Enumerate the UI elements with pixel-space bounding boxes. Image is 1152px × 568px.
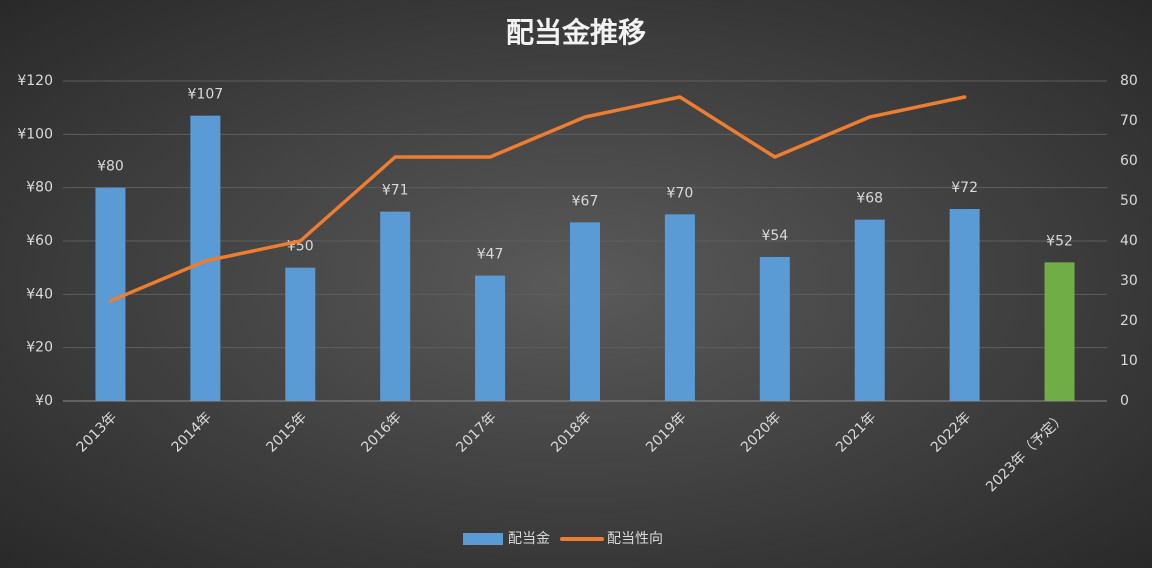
y-tick-label: ¥20 — [26, 340, 53, 356]
y2-tick-label: 0 — [1120, 393, 1129, 409]
y-tick-label: ¥80 — [26, 180, 53, 196]
bar — [380, 211, 411, 401]
bar — [759, 257, 790, 401]
data-label: ¥70 — [667, 185, 694, 201]
y2-tick-label: 50 — [1120, 193, 1138, 209]
bar — [475, 275, 506, 401]
y2-tick-label: 60 — [1120, 153, 1138, 169]
data-label: ¥107 — [188, 87, 224, 103]
bar — [664, 214, 695, 401]
y2-tick-label: 70 — [1120, 113, 1138, 129]
data-label: ¥52 — [1046, 233, 1073, 249]
y-tick-label: ¥100 — [17, 126, 53, 142]
data-label: ¥72 — [951, 180, 978, 196]
bar — [570, 222, 600, 401]
bar — [285, 267, 316, 401]
y-tick-label: ¥0 — [35, 393, 53, 409]
chart-title: 配当金推移 — [506, 16, 646, 49]
y-tick-label: ¥60 — [26, 233, 53, 249]
y2-tick-label: 80 — [1120, 73, 1138, 89]
data-label: ¥71 — [382, 183, 409, 199]
legend-swatch — [463, 533, 503, 545]
y-tick-label: ¥120 — [17, 73, 53, 89]
data-label: ¥68 — [856, 191, 883, 207]
bar — [1044, 262, 1075, 401]
data-label: ¥80 — [97, 159, 124, 175]
y-tick-label: ¥40 — [26, 286, 53, 302]
y2-tick-label: 40 — [1120, 233, 1138, 249]
y2-tick-label: 10 — [1120, 353, 1138, 369]
bar — [854, 219, 885, 401]
bar — [95, 187, 126, 401]
y2-tick-label: 30 — [1120, 273, 1138, 289]
legend-label: 配当性向 — [607, 531, 663, 547]
line — [108, 95, 967, 303]
data-label: ¥67 — [572, 193, 599, 209]
data-label: ¥54 — [761, 228, 788, 244]
y2-tick-label: 20 — [1120, 313, 1138, 329]
legend-label: 配当金 — [508, 531, 550, 547]
data-label: ¥47 — [477, 247, 504, 263]
bar — [949, 209, 980, 401]
